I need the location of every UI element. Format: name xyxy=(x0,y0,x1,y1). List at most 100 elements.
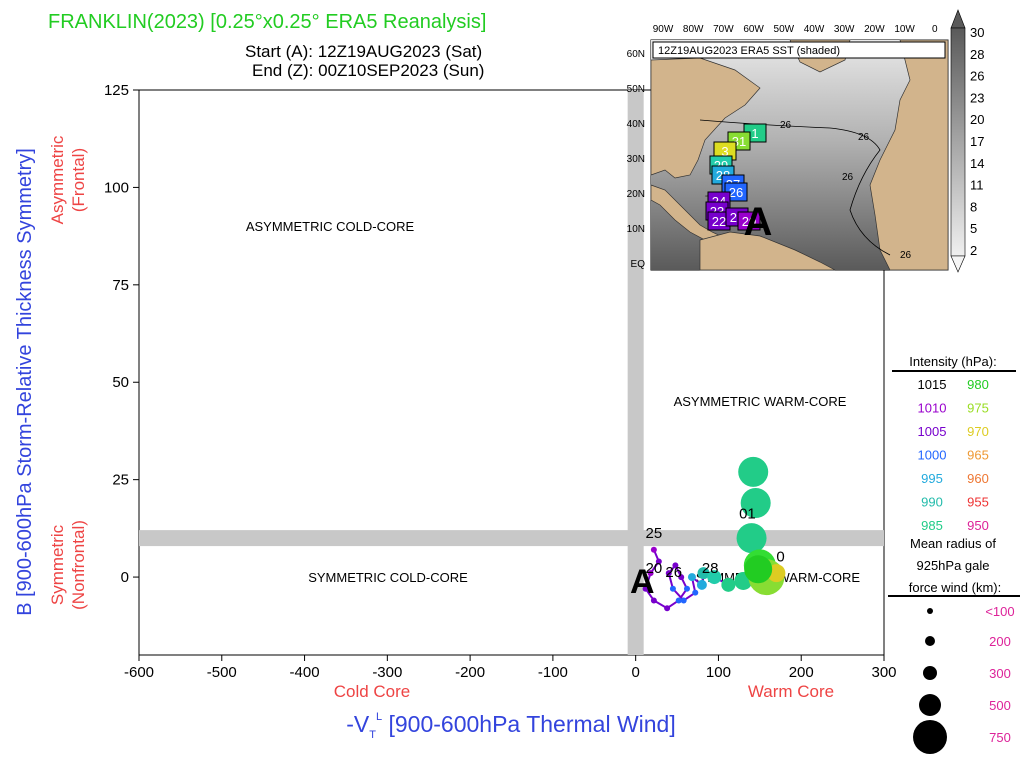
inset-track-box xyxy=(737,211,761,231)
track-point xyxy=(744,555,773,584)
colorbar-tick-label: 2 xyxy=(970,243,977,258)
y-tick-label: 75 xyxy=(112,277,129,294)
track-point xyxy=(738,456,769,487)
europe-africa-land xyxy=(869,39,949,271)
colorbar-top-cap xyxy=(950,9,966,29)
inset-lat-label: 60N xyxy=(627,49,645,60)
track-point xyxy=(665,570,672,577)
radius-value: 750 xyxy=(989,730,1011,745)
intensity-value: 955 xyxy=(967,495,989,510)
radius-marker xyxy=(919,694,941,716)
horizontal-threshold-bar xyxy=(139,530,884,547)
track-point xyxy=(680,597,687,604)
track-point xyxy=(655,558,662,565)
x-axis-ticks: -600 -500 -400 -300 -200 -100 0 100 200 300 xyxy=(124,655,897,681)
sst-contour-label: 26 xyxy=(842,172,854,183)
radius-value: 200 xyxy=(989,634,1011,649)
x-tick-label: -400 xyxy=(290,664,320,681)
south-america-land xyxy=(699,231,836,271)
x-side-cold: Cold Core xyxy=(334,682,411,701)
day-label: 26 xyxy=(665,564,682,581)
colorbar-tick-label: 30 xyxy=(970,25,984,40)
radius-marker xyxy=(923,666,937,680)
radius-marker xyxy=(913,720,947,754)
colorbar-tick-label: 14 xyxy=(970,156,984,171)
day-label: 25 xyxy=(646,525,663,542)
sst-contour-line xyxy=(699,119,891,256)
day-label: 20 xyxy=(646,560,663,577)
track-point xyxy=(740,488,771,519)
x-tick-label: 0 xyxy=(631,664,639,681)
quadrant-symmetric-cold: SYMMETRIC COLD-CORE xyxy=(308,570,468,585)
y-axis-ticks: 0 25 50 75 100 125 xyxy=(104,82,139,586)
radius-title-line3: force wind (km): xyxy=(909,580,1001,595)
inset-lon-labels: 90W 80W 70W 60W 50W 40W 30W 20W 10W 0 xyxy=(653,24,938,35)
day-label: 0 xyxy=(776,548,784,565)
track-point xyxy=(669,585,676,592)
sst-colorbar: 30 28 26 23 20 17 14 11 8 5 2 xyxy=(950,9,984,273)
day-label: 28 xyxy=(702,560,719,577)
inset-caption-box xyxy=(652,41,946,59)
radius-value: 300 xyxy=(989,666,1011,681)
y-side-bottom: Symmetric xyxy=(48,524,67,605)
radius-grid: <100 200 300 500 750 xyxy=(913,604,1015,754)
track-point xyxy=(697,567,710,580)
x-axis-label-suffix: [900-600hPa Thermal Wind] xyxy=(382,711,676,737)
x-tick-label: 200 xyxy=(789,664,814,681)
end-time: End (Z): 00Z10SEP2023 (Sun) xyxy=(252,61,484,80)
intensity-value: 1015 xyxy=(918,377,947,392)
track-point xyxy=(672,562,679,569)
inset-lon-label: 50W xyxy=(774,24,795,35)
inset-lat-label: 10N xyxy=(627,224,645,235)
x-axis-label-sup: L xyxy=(376,711,382,723)
intensity-value: 985 xyxy=(921,518,943,533)
inset-lat-label: 40N xyxy=(627,119,645,130)
colorbar-tick-label: 11 xyxy=(970,178,984,193)
start-time: Start (A): 12Z19AUG2023 (Sat) xyxy=(245,42,482,61)
colorbar-ticks: 30 28 26 23 20 17 14 11 8 5 2 xyxy=(970,25,984,258)
radius-title-line2: 925hPa gale xyxy=(916,558,989,573)
track-point xyxy=(707,570,722,585)
intensity-value: 980 xyxy=(967,377,989,392)
x-axis-label: -VTL [900-600hPa Thermal Wind] xyxy=(346,711,675,741)
x-axis-label-prefix: -V xyxy=(346,711,370,737)
track-point xyxy=(650,597,657,604)
inset-lon-label: 10W xyxy=(894,24,915,35)
radius-marker xyxy=(925,636,935,646)
y-tick-label: 125 xyxy=(104,82,129,99)
inset-lon-label: 90W xyxy=(653,24,674,35)
x-tick-label: -300 xyxy=(372,664,402,681)
track-point xyxy=(736,523,767,554)
radius-title-line1: Mean radius of xyxy=(910,536,996,551)
sst-contour-label: 26 xyxy=(858,132,870,143)
x-tick-label: -200 xyxy=(455,664,485,681)
day-labels: 25 20 26 28 01 0 xyxy=(646,506,785,581)
colorbar-bottom-cap xyxy=(950,255,966,273)
inset-lat-label: EQ xyxy=(631,259,646,270)
inset-lon-label: 30W xyxy=(834,24,855,35)
storm-track xyxy=(642,456,786,612)
y-side-top-sub: (Frontal) xyxy=(69,148,88,212)
intensity-value: 975 xyxy=(967,401,989,416)
inset-track-label: 22 xyxy=(712,214,726,229)
inset-track-label: 3 xyxy=(721,144,728,159)
quadrant-asymmetric-cold: ASYMMETRIC COLD-CORE xyxy=(246,219,415,234)
inset-lat-label: 50N xyxy=(627,84,645,95)
colorbar-tick-label: 17 xyxy=(970,134,984,149)
vertical-threshold-bar xyxy=(627,90,644,655)
y-tick-label: 50 xyxy=(112,374,129,391)
inset-lat-label: 30N xyxy=(627,154,645,165)
y-tick-label: 100 xyxy=(104,179,129,196)
x-tick-label: 100 xyxy=(706,664,731,681)
inset-lon-label: 20W xyxy=(864,24,885,35)
track-point xyxy=(721,577,736,592)
sst-contour-label: 26 xyxy=(900,250,912,261)
intensity-value: 1000 xyxy=(918,448,947,463)
quadrant-asymmetric-warm: ASYMMETRIC WARM-CORE xyxy=(674,394,847,409)
inset-lon-label: 40W xyxy=(804,24,825,35)
track-point xyxy=(678,574,685,581)
track-point xyxy=(664,605,671,612)
radius-marker xyxy=(927,608,933,614)
x-axis-label-sub: T xyxy=(369,729,376,741)
colorbar-body xyxy=(950,27,966,257)
